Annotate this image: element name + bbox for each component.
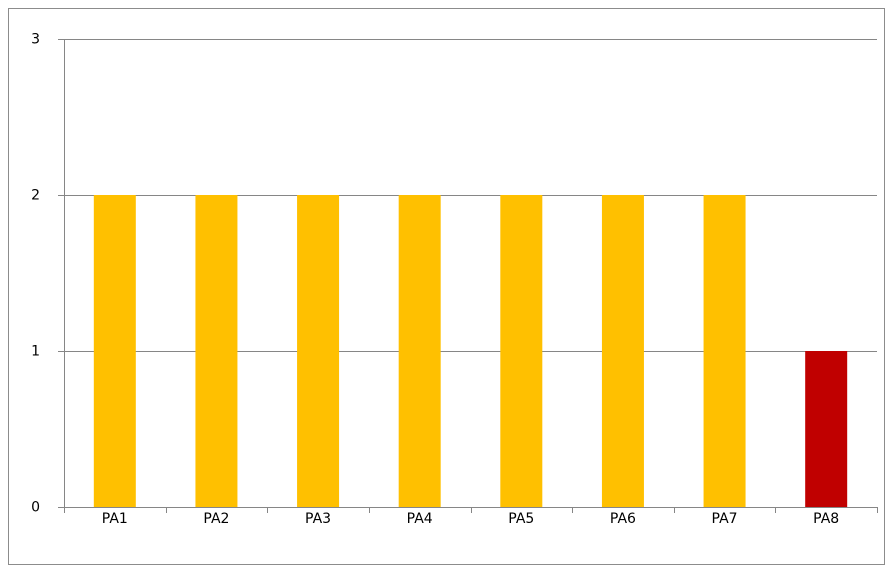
x-tick-label: PA3: [305, 511, 331, 527]
x-tick-label: PA4: [407, 511, 433, 527]
bar: [500, 195, 543, 507]
bar: [297, 195, 340, 507]
y-tick-label: 3: [31, 32, 40, 48]
x-tick-label: PA1: [102, 511, 128, 527]
chart-frame: [8, 8, 885, 565]
bar: [601, 195, 644, 507]
y-tick-label: 1: [31, 344, 40, 360]
y-tick-label: 2: [31, 188, 40, 204]
x-tick-label: PA8: [813, 511, 839, 527]
x-tick-label: PA2: [203, 511, 229, 527]
bar: [93, 195, 136, 507]
bar: [703, 195, 746, 507]
bar: [195, 195, 238, 507]
bar: [398, 195, 441, 507]
bar: [805, 351, 848, 507]
x-tick-label: PA7: [712, 511, 738, 527]
x-tick-label: PA6: [610, 511, 636, 527]
y-tick-label: 0: [31, 500, 40, 516]
x-tick-label: PA5: [508, 511, 534, 527]
